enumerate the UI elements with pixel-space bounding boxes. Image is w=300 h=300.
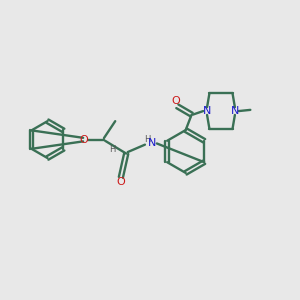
Text: N: N	[231, 106, 239, 116]
Text: O: O	[80, 135, 88, 145]
Text: O: O	[171, 96, 180, 106]
Text: O: O	[116, 176, 125, 187]
Text: H: H	[144, 135, 151, 144]
Text: N: N	[148, 139, 156, 148]
Text: H: H	[109, 145, 116, 154]
Text: N: N	[203, 106, 211, 116]
